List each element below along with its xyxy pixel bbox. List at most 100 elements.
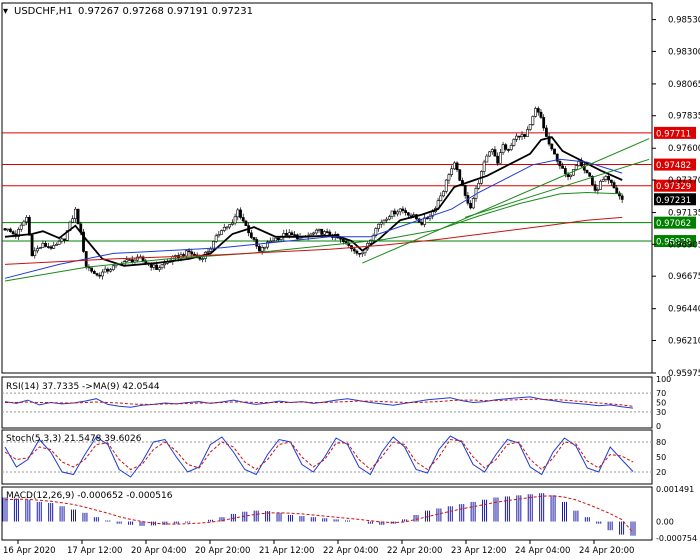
bear-candle xyxy=(344,241,348,244)
bull-candle xyxy=(498,152,502,164)
bear-candle xyxy=(580,161,583,167)
bear-candle xyxy=(563,168,567,175)
bear-candle xyxy=(341,239,345,243)
symbol-label: USDCHF,H1 xyxy=(14,6,73,17)
bull-candle xyxy=(217,234,221,237)
time-tick-label: 17 Apr 12:00 xyxy=(67,546,122,556)
macd-panel: 0.001491 0.00 -0.000754 xyxy=(2,485,697,543)
price-tick-label: 0.97835 xyxy=(668,112,700,122)
bull-candle xyxy=(101,271,104,277)
bull-candle xyxy=(444,179,448,192)
bull-candle xyxy=(22,221,26,226)
bear-candle xyxy=(618,192,621,197)
trendline xyxy=(362,138,650,264)
time-tick-label: 20 Apr 04:00 xyxy=(131,546,186,556)
bear-candle xyxy=(285,232,288,236)
time-tick-label: 20 Apr 20:00 xyxy=(195,546,250,556)
ma_blue-line xyxy=(4,158,623,279)
bear-candle xyxy=(469,202,472,209)
bull-candle xyxy=(128,259,131,261)
bear-candle xyxy=(130,259,134,263)
macd-tick-label: 0.001491 xyxy=(656,485,694,494)
bull-candle xyxy=(447,174,451,181)
bull-candle xyxy=(41,243,45,248)
bear-candle xyxy=(620,195,624,200)
bear-candle xyxy=(358,252,362,255)
bull-candle xyxy=(374,228,378,236)
bear-candle xyxy=(241,217,245,222)
price-tick-label: 0.97370 xyxy=(668,176,700,186)
price-tick-label: 0.96675 xyxy=(668,272,700,282)
bull-candle xyxy=(501,144,505,153)
bear-candle xyxy=(82,231,85,252)
bull-candle xyxy=(230,222,234,225)
bull-candle xyxy=(601,179,605,182)
bear-candle xyxy=(106,268,110,272)
bull-candle xyxy=(228,224,232,228)
stoch-title: Stoch(5,3,3) 21.5478 39.6026 xyxy=(6,434,142,444)
main-panel-frame xyxy=(1,2,653,374)
rsi-tick-label: 0 xyxy=(656,422,661,431)
stoch-panel: 80 50 20 xyxy=(2,435,666,478)
ohlc-readout: 0.97267 0.97268 0.97191 0.97231 xyxy=(78,6,253,17)
macd-tick-label: -0.000754 xyxy=(656,534,697,543)
bull-candle xyxy=(520,134,524,137)
bull-candle xyxy=(534,108,537,117)
price-tick-label: 0.96905 xyxy=(668,240,700,250)
bull-candle xyxy=(442,191,445,197)
rsi-title: RSI(14) 37.7335 ->MA(9) 42.0544 xyxy=(6,382,160,392)
bear-candle xyxy=(555,153,559,162)
bull-candle xyxy=(212,241,215,250)
price-level-badge xyxy=(654,216,696,229)
bear-candle xyxy=(507,149,510,151)
bear-candle xyxy=(49,246,53,249)
bull-candle xyxy=(512,139,516,146)
stoch-tick-label: 80 xyxy=(656,438,666,447)
bear-candle xyxy=(404,210,408,213)
bear-candle xyxy=(463,185,467,196)
bear-candle xyxy=(542,117,546,129)
bull-candle xyxy=(599,180,602,190)
bear-candle xyxy=(547,136,551,145)
time-tick-label: 24 Apr 20:00 xyxy=(579,546,634,556)
price-level-label: 0.97711 xyxy=(656,129,691,139)
bull-candle xyxy=(225,226,229,229)
bull-candle xyxy=(412,214,416,216)
bull-candle xyxy=(312,232,315,235)
bear-candle xyxy=(141,256,145,261)
price-tick-label: 0.96440 xyxy=(668,305,700,315)
bull-candle xyxy=(233,216,237,224)
time-tick-label: 16 Apr 2020 xyxy=(3,546,56,556)
bear-candle xyxy=(517,135,521,138)
price-tick-label: 0.98300 xyxy=(668,47,700,57)
bear-candle xyxy=(76,208,80,225)
bull-candle xyxy=(209,248,213,252)
bull-candle xyxy=(274,237,278,242)
stoch-tick-label: 20 xyxy=(656,468,666,477)
price-level-label: 0.97062 xyxy=(656,219,691,229)
bear-candle xyxy=(92,270,96,274)
bear-candle xyxy=(582,165,586,171)
price-tick-label: 0.95975 xyxy=(668,369,700,379)
bear-candle xyxy=(293,234,297,236)
bear-candle xyxy=(249,232,253,238)
bull-candle xyxy=(360,252,364,255)
bull-candle xyxy=(271,240,275,243)
bull-candle xyxy=(160,264,164,269)
bull-candle xyxy=(263,246,267,249)
bull-candle xyxy=(214,235,218,242)
bear-candle xyxy=(401,208,405,211)
time-tick-label: 22 Apr 04:00 xyxy=(323,546,378,556)
bull-candle xyxy=(390,210,394,217)
bull-candle xyxy=(452,162,456,170)
price-tick-label: 0.98065 xyxy=(668,80,700,90)
rsi-tick-label: 50 xyxy=(656,399,666,408)
bear-candle xyxy=(44,243,48,247)
bull-candle xyxy=(509,145,513,150)
bull-candle xyxy=(317,228,321,231)
price-tick-label: 0.97135 xyxy=(668,209,700,219)
bull-candle xyxy=(157,267,161,270)
chart-dropdown-icon[interactable]: ▾ xyxy=(3,6,8,17)
price-level-badge xyxy=(654,179,696,192)
